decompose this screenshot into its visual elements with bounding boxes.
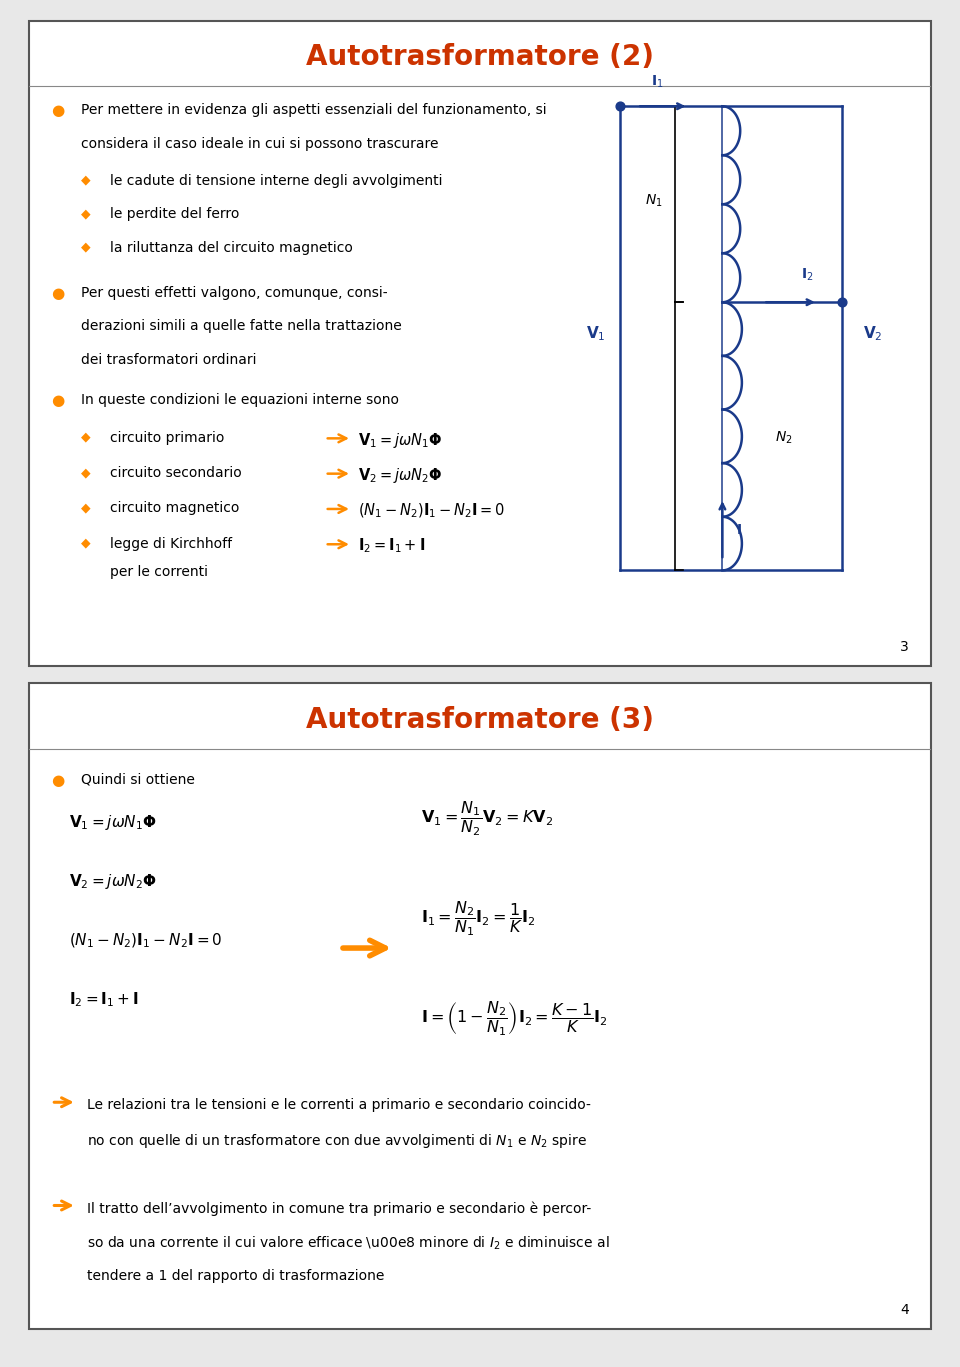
Text: le cadute di tensione interne degli avvolgimenti: le cadute di tensione interne degli avvo…	[110, 174, 443, 187]
Text: $\mathbf{V}_2$: $\mathbf{V}_2$	[862, 324, 882, 343]
Point	[834, 291, 850, 313]
Text: $\mathbf{V}_2 = j\omega N_2\boldsymbol{\Phi}$: $\mathbf{V}_2 = j\omega N_2\boldsymbol{\…	[358, 466, 443, 485]
Text: ◆: ◆	[82, 502, 91, 514]
Text: Autotrasformatore (3): Autotrasformatore (3)	[306, 707, 654, 734]
Text: ●: ●	[52, 392, 64, 407]
Text: Autotrasformatore (2): Autotrasformatore (2)	[306, 44, 654, 71]
Text: $\mathbf{V}_1 = \dfrac{N_1}{N_2}\mathbf{V}_2 = K\mathbf{V}_2$: $\mathbf{V}_1 = \dfrac{N_1}{N_2}\mathbf{…	[421, 800, 553, 838]
Text: ◆: ◆	[82, 466, 91, 478]
Text: no con quelle di un trasformatore con due avvolgimenti di $N_1$ e $N_2$ spire: no con quelle di un trasformatore con du…	[87, 1132, 588, 1150]
Text: $\mathbf{V}_2 = j\omega N_2\boldsymbol{\Phi}$: $\mathbf{V}_2 = j\omega N_2\boldsymbol{\…	[69, 872, 157, 891]
Text: per le correnti: per le correnti	[110, 566, 208, 580]
Text: $\mathbf{I} = \left(1 - \dfrac{N_2}{N_1}\right)\mathbf{I}_2 = \dfrac{K-1}{K}\mat: $\mathbf{I} = \left(1 - \dfrac{N_2}{N_1}…	[421, 999, 608, 1038]
Text: ●: ●	[52, 103, 64, 118]
Text: la riluttanza del circuito magnetico: la riluttanza del circuito magnetico	[110, 241, 353, 254]
Text: $\mathbf{I}$: $\mathbf{I}$	[736, 524, 742, 537]
Text: $(N_1 - N_2)\mathbf{I}_1 - N_2\mathbf{I} = 0$: $(N_1 - N_2)\mathbf{I}_1 - N_2\mathbf{I}…	[69, 931, 223, 950]
Text: 3: 3	[900, 640, 908, 655]
Text: considera il caso ideale in cui si possono trascurare: considera il caso ideale in cui si posso…	[82, 137, 439, 150]
Text: dei trasformatori ordinari: dei trasformatori ordinari	[82, 353, 256, 366]
Text: $\mathbf{I}_1$: $\mathbf{I}_1$	[652, 74, 664, 90]
Text: $\mathbf{V}_1 = j\omega N_1\boldsymbol{\Phi}$: $\mathbf{V}_1 = j\omega N_1\boldsymbol{\…	[69, 812, 157, 831]
Text: circuito primario: circuito primario	[110, 431, 225, 444]
Text: $\mathbf{V}_1 = j\omega N_1\boldsymbol{\Phi}$: $\mathbf{V}_1 = j\omega N_1\boldsymbol{\…	[358, 431, 443, 450]
Text: ◆: ◆	[82, 241, 91, 254]
Text: legge di Kirchhoff: legge di Kirchhoff	[110, 536, 232, 551]
Text: In queste condizioni le equazioni interne sono: In queste condizioni le equazioni intern…	[82, 392, 399, 406]
Text: ●: ●	[52, 286, 64, 301]
Text: $\mathbf{I}_2$: $\mathbf{I}_2$	[802, 267, 814, 283]
Text: Il tratto dell’avvolgimento in comune tra primario e secondario è percor-: Il tratto dell’avvolgimento in comune tr…	[87, 1202, 591, 1217]
Text: $N_2$: $N_2$	[775, 429, 793, 446]
Text: $\mathbf{I}_1 = \dfrac{N_2}{N_1}\mathbf{I}_2 = \dfrac{1}{K}\mathbf{I}_2$: $\mathbf{I}_1 = \dfrac{N_2}{N_1}\mathbf{…	[421, 899, 536, 938]
Text: $\mathbf{V}_1$: $\mathbf{V}_1$	[587, 324, 606, 343]
Text: circuito magnetico: circuito magnetico	[110, 502, 239, 515]
Text: ◆: ◆	[82, 208, 91, 220]
Text: Le relazioni tra le tensioni e le correnti a primario e secondario coincido-: Le relazioni tra le tensioni e le corren…	[87, 1098, 591, 1113]
Text: derazioni simili a quelle fatte nella trattazione: derazioni simili a quelle fatte nella tr…	[82, 319, 402, 334]
Text: ◆: ◆	[82, 174, 91, 187]
Text: Quindi si ottiene: Quindi si ottiene	[82, 772, 195, 786]
Text: ●: ●	[52, 772, 64, 787]
Text: $(N_1 - N_2)\mathbf{I}_1 - N_2\mathbf{I} = 0$: $(N_1 - N_2)\mathbf{I}_1 - N_2\mathbf{I}…	[358, 502, 506, 519]
Text: Per questi effetti valgono, comunque, consi-: Per questi effetti valgono, comunque, co…	[82, 286, 388, 299]
Text: ◆: ◆	[82, 536, 91, 550]
Text: $N_1$: $N_1$	[645, 193, 663, 209]
Text: Per mettere in evidenza gli aspetti essenziali del funzionamento, si: Per mettere in evidenza gli aspetti esse…	[82, 103, 547, 118]
Point	[612, 96, 628, 118]
Text: ◆: ◆	[82, 431, 91, 444]
Text: tendere a 1 del rapporto di trasformazione: tendere a 1 del rapporto di trasformazio…	[87, 1269, 385, 1282]
Text: 4: 4	[900, 1303, 908, 1318]
Text: $\mathbf{I}_2 = \mathbf{I}_1 + \mathbf{I}$: $\mathbf{I}_2 = \mathbf{I}_1 + \mathbf{I…	[69, 991, 139, 1009]
Text: so da una corrente il cui valore efficace \u00e8 minore di $I_2$ e diminuisce al: so da una corrente il cui valore efficac…	[87, 1234, 611, 1252]
Text: circuito secondario: circuito secondario	[110, 466, 242, 480]
Text: le perdite del ferro: le perdite del ferro	[110, 208, 239, 221]
Text: $\mathbf{I}_2 = \mathbf{I}_1 + \mathbf{I}$: $\mathbf{I}_2 = \mathbf{I}_1 + \mathbf{I…	[358, 536, 425, 555]
